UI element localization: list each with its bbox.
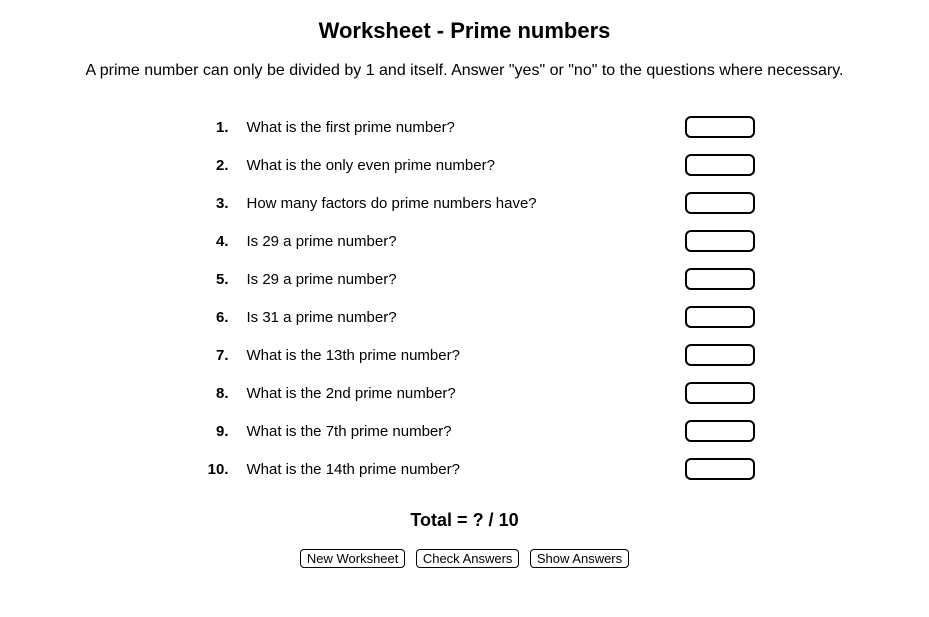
answer-input[interactable] — [685, 420, 755, 442]
question-text: What is the 2nd prime number? — [247, 385, 685, 402]
answer-input[interactable] — [685, 306, 755, 328]
question-number: 9. — [185, 423, 247, 440]
answer-cell — [685, 306, 745, 328]
show-answers-button[interactable]: Show Answers — [530, 549, 629, 568]
question-number: 1. — [185, 119, 247, 136]
question-text: Is 29 a prime number? — [247, 271, 685, 288]
answer-cell — [685, 116, 745, 138]
answer-cell — [685, 192, 745, 214]
answer-cell — [685, 458, 745, 480]
question-number: 6. — [185, 309, 247, 326]
question-list: 1. What is the first prime number? 2. Wh… — [185, 108, 745, 488]
total-label: Total = ? / 10 — [0, 510, 929, 531]
question-text: What is the first prime number? — [247, 119, 685, 136]
question-text: Is 29 a prime number? — [247, 233, 685, 250]
answer-input[interactable] — [685, 192, 755, 214]
question-number: 10. — [185, 461, 247, 478]
question-row: 6. Is 31 a prime number? — [185, 298, 745, 336]
question-row: 2. What is the only even prime number? — [185, 146, 745, 184]
question-row: 9. What is the 7th prime number? — [185, 412, 745, 450]
answer-input[interactable] — [685, 116, 755, 138]
question-row: 1. What is the first prime number? — [185, 108, 745, 146]
answer-cell — [685, 344, 745, 366]
button-row: New Worksheet Check Answers Show Answers — [0, 549, 929, 568]
question-number: 4. — [185, 233, 247, 250]
instructions-text: A prime number can only be divided by 1 … — [0, 62, 929, 80]
answer-cell — [685, 382, 745, 404]
question-row: 10. What is the 14th prime number? — [185, 450, 745, 488]
answer-input[interactable] — [685, 230, 755, 252]
answer-cell — [685, 268, 745, 290]
answer-cell — [685, 420, 745, 442]
page-title: Worksheet - Prime numbers — [0, 18, 929, 44]
question-text: What is the only even prime number? — [247, 157, 685, 174]
new-worksheet-button[interactable]: New Worksheet — [300, 549, 406, 568]
question-text: What is the 14th prime number? — [247, 461, 685, 478]
answer-cell — [685, 154, 745, 176]
answer-cell — [685, 230, 745, 252]
question-row: 3. How many factors do prime numbers hav… — [185, 184, 745, 222]
question-text: What is the 13th prime number? — [247, 347, 685, 364]
question-number: 5. — [185, 271, 247, 288]
answer-input[interactable] — [685, 458, 755, 480]
question-row: 4. Is 29 a prime number? — [185, 222, 745, 260]
question-row: 7. What is the 13th prime number? — [185, 336, 745, 374]
question-text: How many factors do prime numbers have? — [247, 195, 685, 212]
question-text: What is the 7th prime number? — [247, 423, 685, 440]
question-row: 5. Is 29 a prime number? — [185, 260, 745, 298]
question-number: 3. — [185, 195, 247, 212]
question-text: Is 31 a prime number? — [247, 309, 685, 326]
answer-input[interactable] — [685, 382, 755, 404]
worksheet-page: Worksheet - Prime numbers A prime number… — [0, 0, 929, 617]
question-row: 8. What is the 2nd prime number? — [185, 374, 745, 412]
answer-input[interactable] — [685, 268, 755, 290]
answer-input[interactable] — [685, 344, 755, 366]
check-answers-button[interactable]: Check Answers — [416, 549, 520, 568]
answer-input[interactable] — [685, 154, 755, 176]
question-number: 8. — [185, 385, 247, 402]
question-number: 7. — [185, 347, 247, 364]
question-number: 2. — [185, 157, 247, 174]
